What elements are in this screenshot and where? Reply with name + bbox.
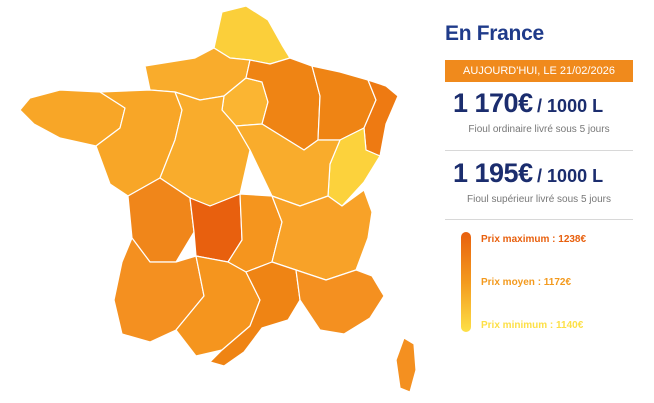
- legend-min: Prix minimum : 1140€: [481, 320, 584, 331]
- superior-price: 1 195€ / 1000 L: [453, 158, 603, 189]
- separator: [445, 219, 633, 220]
- date-banner: AUJOURD'HUI, LE 21/02/2026: [445, 60, 633, 82]
- panel-title: En France: [445, 22, 544, 45]
- superior-price-label: Fioul supérieur livré sous 5 jours: [467, 194, 611, 205]
- separator: [445, 150, 633, 151]
- superior-price-value: 1 195€: [453, 158, 533, 188]
- price-gradient-bar: [461, 232, 471, 332]
- region-paca[interactable]: [295, 269, 385, 335]
- legend-max: Prix maximum : 1238€: [481, 234, 587, 245]
- region-bourgogne[interactable]: [235, 123, 341, 207]
- france-price-map: [19, 5, 417, 393]
- ordinary-price-value: 1 170€: [453, 88, 533, 118]
- region-corse[interactable]: [395, 337, 417, 393]
- superior-price-unit: / 1000 L: [537, 166, 604, 186]
- ordinary-price: 1 170€ / 1000 L: [453, 88, 603, 119]
- legend-avg: Prix moyen : 1172€: [481, 277, 572, 288]
- ordinary-price-label: Fioul ordinaire livré sous 5 jours: [468, 124, 610, 135]
- ordinary-price-unit: / 1000 L: [537, 96, 604, 116]
